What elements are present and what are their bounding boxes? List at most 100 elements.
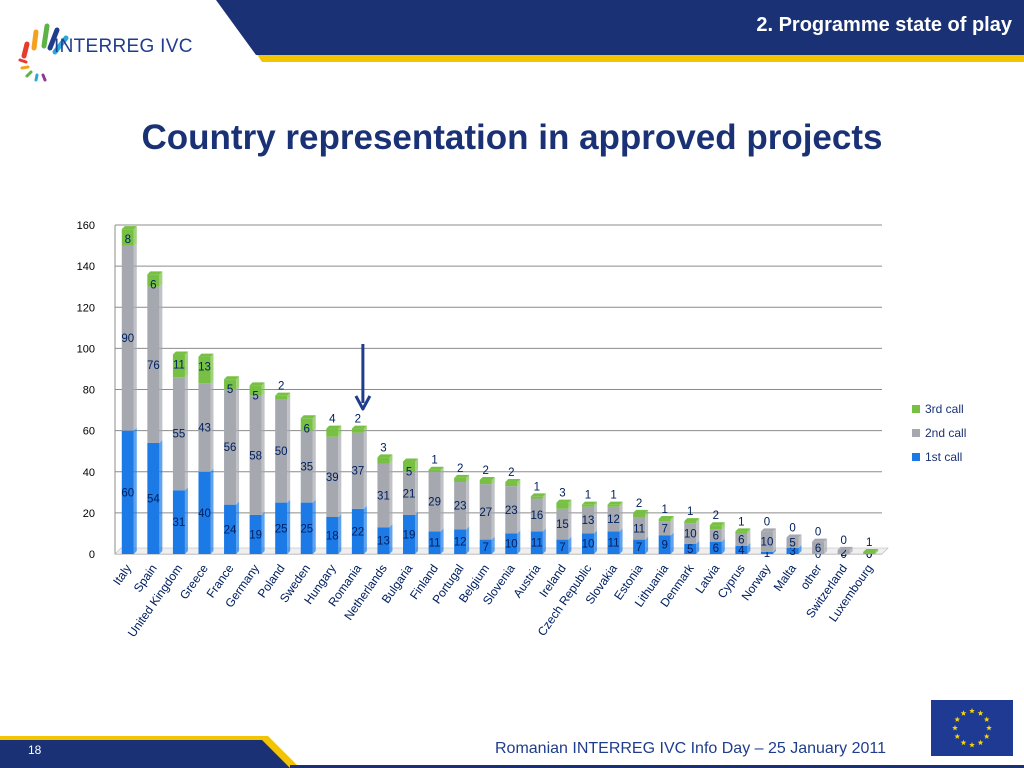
data-label: 10 — [684, 528, 697, 540]
bar-segment — [224, 504, 237, 554]
bar-segment — [275, 395, 288, 400]
bar-segment — [760, 531, 773, 552]
eu-star-icon — [960, 739, 967, 746]
bar-top — [351, 425, 367, 429]
bar-segment — [428, 469, 441, 472]
data-label: 5 — [406, 466, 412, 478]
bar-segment — [684, 523, 697, 544]
bar-segment — [326, 516, 339, 554]
y-tick-label: 40 — [83, 467, 95, 479]
data-label: 2 — [355, 414, 361, 426]
bar-segment — [198, 383, 211, 472]
bar-segment — [300, 430, 313, 503]
bar-segment-side — [236, 501, 240, 554]
bar-segment — [224, 379, 237, 390]
bar-segment-side — [159, 439, 163, 554]
data-label: 11 — [173, 360, 185, 372]
data-label: 1 — [764, 548, 770, 560]
bar-top — [581, 501, 597, 505]
data-label: 21 — [403, 488, 416, 500]
bar-segment — [121, 229, 134, 246]
bar-segment-side — [261, 511, 265, 554]
bar-segment-side — [824, 538, 828, 554]
category-label: Italy — [110, 562, 134, 588]
data-label: 0 — [815, 549, 821, 561]
bar-top — [121, 226, 137, 230]
data-label: 1 — [585, 490, 591, 502]
data-label: 23 — [454, 501, 467, 513]
bar-segment-side — [645, 536, 649, 554]
data-label: 4 — [329, 414, 336, 426]
data-label: 2 — [840, 547, 846, 559]
y-tick-label: 80 — [83, 385, 95, 397]
bar-segment — [249, 385, 262, 396]
bar-segment — [505, 486, 518, 534]
bar-segment-side — [440, 468, 444, 532]
data-label: 13 — [377, 536, 390, 548]
bar-segment-side — [491, 476, 495, 485]
data-label: 11 — [608, 538, 620, 550]
bar-segment-side — [415, 468, 419, 515]
bar-segment-side — [798, 544, 802, 554]
data-label: 3 — [559, 488, 565, 500]
y-tick-label: 0 — [89, 549, 95, 561]
bar-segment-side — [772, 528, 776, 552]
data-label: 6 — [738, 535, 744, 547]
bar-top — [786, 534, 802, 538]
legend-swatch — [912, 429, 920, 437]
bar-segment-side — [261, 392, 265, 515]
bar-top — [403, 458, 419, 462]
bar-segment-side — [491, 481, 495, 540]
data-label: 1 — [687, 506, 693, 518]
bar-segment-side — [236, 386, 240, 505]
data-label: 19 — [403, 529, 416, 541]
data-label: 25 — [300, 523, 313, 535]
data-label: 4 — [738, 545, 745, 557]
eu-flag-icon — [931, 700, 1013, 756]
eu-star-icon — [969, 742, 975, 748]
bar-top — [479, 476, 495, 480]
bar-top — [735, 528, 751, 532]
bar-segment — [684, 543, 697, 554]
data-label: 13 — [198, 362, 211, 374]
bar-segment-side — [517, 483, 521, 534]
bar-top — [812, 538, 828, 542]
bar-segment-side — [210, 353, 214, 384]
bar-segment — [684, 521, 697, 524]
bar-segment-side — [466, 479, 470, 530]
eu-star-icon — [969, 708, 975, 714]
data-label: 6 — [150, 279, 156, 291]
bar-segment — [786, 547, 799, 554]
bar-segment — [556, 502, 569, 509]
bar-segment-side — [645, 509, 649, 517]
data-label: 10 — [582, 539, 595, 551]
bar-top — [837, 546, 853, 550]
bar-segment-side — [363, 505, 367, 554]
bar-segment — [377, 457, 390, 464]
bar-segment — [633, 516, 646, 540]
data-label: 15 — [556, 519, 569, 531]
bar-top — [863, 548, 879, 552]
bar-segment-side — [849, 546, 853, 554]
bar-segment-side — [466, 526, 470, 554]
bar-segment — [403, 514, 416, 554]
annotation-arrow-head — [354, 395, 372, 411]
bar-segment-side — [338, 425, 342, 437]
bar-segment — [530, 531, 543, 554]
bar-segment — [505, 533, 518, 554]
data-label: 55 — [173, 429, 186, 441]
bar-segment-side — [747, 530, 751, 546]
y-tick-label: 100 — [77, 343, 95, 355]
data-label: 0 — [840, 535, 846, 547]
bar-segment — [300, 418, 313, 431]
bar-segment-side — [875, 548, 879, 554]
bar-segment — [172, 490, 185, 554]
data-label: 2 — [278, 381, 284, 393]
data-label: 16 — [530, 510, 543, 522]
y-tick-label: 60 — [83, 426, 95, 438]
bar-segment-side — [312, 499, 316, 554]
data-label: 0 — [764, 516, 770, 528]
data-label: 6 — [304, 423, 310, 435]
eu-star-icon — [960, 710, 967, 716]
bar-segment-side — [542, 493, 546, 499]
